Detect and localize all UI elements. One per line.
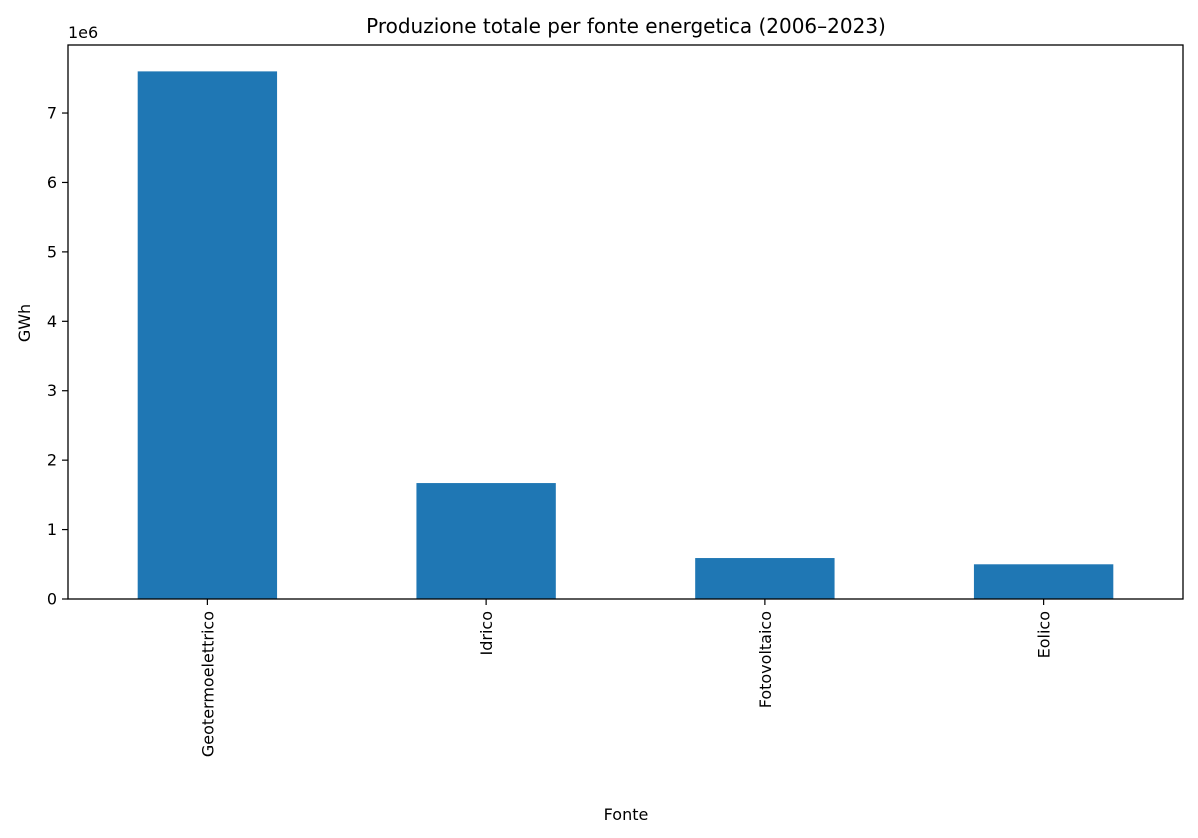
x-tick-label: Geotermoelettrico: [198, 611, 217, 757]
x-ticks-group: Geotermoelettrico Idrico Fotovoltaico Eolic…: [198, 599, 1054, 757]
bars-group: [137, 71, 1114, 599]
y-tick-label: 6: [47, 173, 57, 192]
chart-title: Produzione totale per fonte energetica (…: [366, 14, 886, 38]
x-tick-label: Idrico: [477, 611, 496, 655]
y-axis-label: GWh: [15, 304, 34, 342]
bar-eolico: [973, 564, 1114, 599]
y-tick-label: 2: [47, 451, 57, 470]
bar-geotermoelettrico: [137, 71, 278, 599]
y-tick-label: 4: [47, 312, 57, 331]
y-tick-label: 0: [47, 590, 57, 609]
y-tick-label: 3: [47, 381, 57, 400]
plot-frame: [67, 44, 1184, 600]
y-axis-offset-label: 1e6: [68, 23, 98, 42]
x-axis-label: Fonte: [604, 805, 649, 824]
y-tick-label: 7: [47, 104, 57, 123]
x-tick-label: Fotovoltaico: [756, 611, 775, 708]
x-tick-label: Eolico: [1035, 611, 1054, 658]
y-ticks-group: 0 1 2 3 4 5 6 7: [47, 104, 68, 609]
bar-idrico: [416, 483, 556, 599]
y-tick-label: 5: [47, 242, 57, 261]
y-tick-label: 1: [47, 520, 57, 539]
bar-fotovoltaico: [695, 558, 835, 599]
